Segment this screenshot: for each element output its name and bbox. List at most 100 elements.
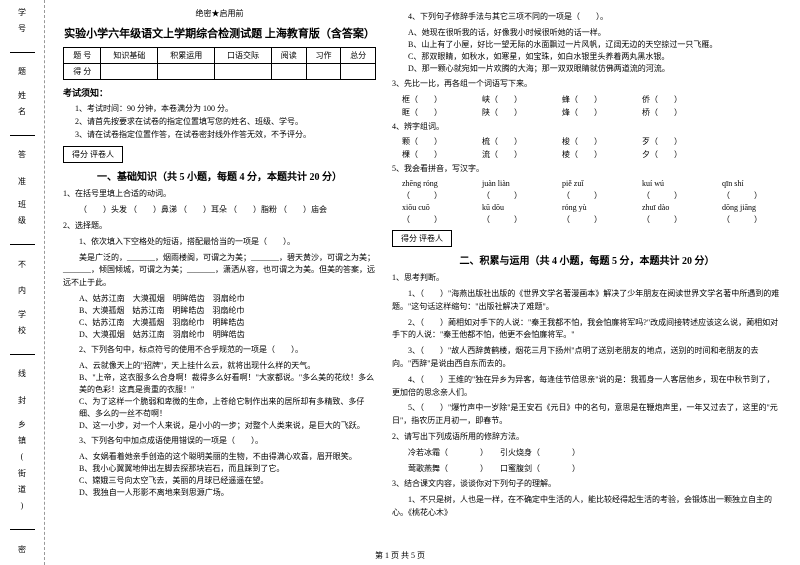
pair: 颗（ ）	[402, 136, 462, 147]
pair: 蜂（ ）	[562, 94, 622, 105]
q7-1: 1、（ ）"海燕出版社出版的《世界文学名著漫画本》解决了少年朋友在阅读世界文学名…	[392, 288, 782, 314]
section-title-2: 二、积累与运用（共 4 小题，每题 5 分，本题共计 20 分）	[392, 252, 782, 267]
binding-label-1: 姓名	[17, 91, 28, 123]
side-label-4: 内	[18, 285, 26, 296]
opt: A、云就像天上的"招牌"，天上挂什么云，就将出现什么样的天气。	[79, 360, 376, 372]
py: juàn liàn	[482, 179, 542, 188]
q4-row2: 眶（ ） 陕（ ） 烽（ ） 桥（ ）	[392, 107, 782, 118]
q6-row2: （ ） （ ） （ ） （ ） （ ）	[392, 190, 782, 201]
q8-stem: 2、请写出下列成语所用的修辞方法。	[392, 431, 782, 444]
q7-5: 5、（ ）"爆竹声中一岁除"是王安石《元日》中的名句，意思是在鞭炮声里，一年又过…	[392, 402, 782, 428]
opt: A、女娲看着她亲手创造的这个聪明美丽的生物，不由得满心欢喜，眉开眼笑。	[79, 451, 376, 463]
td-5[interactable]	[306, 64, 341, 80]
blank[interactable]: （ ）	[402, 214, 462, 225]
blank[interactable]: （ ）	[482, 190, 542, 201]
td-2[interactable]	[158, 64, 215, 80]
opt: D、大漠孤烟 姑苏江南 羽扇纶巾 明眸皓齿	[79, 329, 376, 341]
blank[interactable]: （ ）	[642, 214, 702, 225]
q5-stem: 4、辨字组词。	[392, 121, 782, 134]
section-bar-1: 得分 评卷人	[63, 146, 376, 163]
th-3: 口语交际	[215, 48, 272, 64]
opt: A、她现在很听我的话，好像我小时候很听她的话一样。	[408, 27, 782, 39]
q4-stem: 3、先比一比，再各组一个词语写下来。	[392, 78, 782, 91]
blank[interactable]: （ ）	[402, 190, 462, 201]
py: xiōu cuō	[402, 203, 462, 212]
score-table: 题 号 知识基础 积累运用 口语交际 阅读 习作 总分 得 分	[63, 47, 376, 80]
binding-line	[10, 135, 35, 136]
q2-opts: A、姑苏江南 大漠孤烟 明眸皓齿 羽扇纶巾 B、大漠孤烟 姑苏江南 明眸皓齿 羽…	[63, 293, 376, 341]
pair: 棵（ ）	[402, 149, 462, 160]
opt: D、这一小步，对一个人来说，是小小的一步；对整个人类来说，是巨大的飞跃。	[79, 420, 376, 432]
q1-blanks: （ ）头发 （ ）鼻涕 （ ）耳朵 （ ）脂粉 （ ）庙会	[63, 204, 376, 217]
q2-stem: 2、选择题。	[63, 220, 376, 233]
notice-item: 1、考试时间：90 分钟，本卷满分为 100 分。	[75, 103, 376, 116]
py: dōng jiāng	[722, 203, 782, 212]
header-meta: 绝密★启用前	[63, 8, 376, 19]
py: zhuī dào	[642, 203, 702, 212]
q9-stem: 3、结合课文内容，谈谈你对下列句子的理解。	[392, 478, 782, 491]
side-label-3: 不	[18, 259, 26, 270]
td-1[interactable]	[101, 64, 158, 80]
table-row: 题 号 知识基础 积累运用 口语交际 阅读 习作 总分	[64, 48, 376, 64]
blank[interactable]: （ ）	[642, 190, 702, 201]
th-5: 习作	[306, 48, 341, 64]
blank-item: （ ）庙会	[279, 205, 327, 214]
q2-opts3: A、女娲看着她亲手创造的这个聪明美丽的生物，不由得满心欢喜，眉开眼笑。 B、我小…	[63, 451, 376, 499]
q9-text: 1、不只是树，人也是一样，在不确定中生活的人，能比较经得起生活的考验，会锻炼出一…	[392, 494, 782, 520]
opt: D、我独自一人形影不离地来到思源广场。	[79, 487, 376, 499]
opt: B、我小心翼翼地伸出左脚去探那块岩石，而且踩到了它。	[79, 463, 376, 475]
py: kuí wú	[642, 179, 702, 188]
side-label-2: 准	[18, 176, 26, 187]
q8-2: 莺歌燕舞（ ） 口蜜腹剑（ ）	[392, 463, 782, 476]
q7-2: 2、（ ）蔺相如对手下的人说："秦王我都不怕，我会怕廉将军吗?"改成间接转述应该…	[392, 317, 782, 343]
pair: 桥（ ）	[642, 107, 702, 118]
opt: B、大漠孤烟 姑苏江南 明眸皓齿 羽扇纶巾	[79, 305, 376, 317]
q7-stem: 1、思考判断。	[392, 272, 782, 285]
binding-strip: 学号 题 姓名 答 准 班级 不 内 学校 线 封 乡镇(街道) 密	[0, 0, 45, 565]
td-0: 得 分	[64, 64, 101, 80]
q7-4: 4、（ ）王维的"独在异乡为异客，每逢佳节倍思亲"说的是：我孤身一人客居他乡，现…	[392, 374, 782, 400]
section-bar-2: 得分 评卷人	[392, 230, 782, 247]
exam-title: 实验小学六年级语文上学期综合检测试题 上海教育版（含答案）	[63, 25, 376, 41]
pair: 流（ ）	[482, 149, 542, 160]
py: piě zuǐ	[562, 179, 622, 188]
q6-row4: （ ） （ ） （ ） （ ） （ ）	[392, 214, 782, 225]
td-6[interactable]	[341, 64, 376, 80]
blank[interactable]: （ ）	[562, 214, 622, 225]
blank[interactable]: （ ）	[482, 214, 542, 225]
q8-1: 冷若冰霜（ ） 引火烧身（ ）	[392, 447, 782, 460]
q2-sub1: 1、依次填入下空格处的短语，搭配最恰当的一项是（ ）。	[63, 236, 376, 249]
q6-row3: xiōu cuō kū dōu róng yù zhuī dào dōng ji…	[392, 203, 782, 212]
blank[interactable]: （ ）	[722, 190, 782, 201]
binding-line	[10, 354, 35, 355]
q6-row1: zhēng róng juàn liàn piě zuǐ kuí wú qīn …	[392, 179, 782, 188]
td-3[interactable]	[215, 64, 272, 80]
q3-opts4: A、她现在很听我的话，好像我小时候很听她的话一样。 B、山上有了小屋，好比一望无…	[392, 27, 782, 75]
opt: C、姑苏江南 大漠孤烟 羽扇纶巾 明眸皓齿	[79, 317, 376, 329]
opt: C、为了这样一个脆弱和卑微的生命，上苍给它制作出来的居所却有多精致、多仔细、多么…	[79, 396, 376, 420]
pair: 眶（ ）	[402, 107, 462, 118]
td-4[interactable]	[271, 64, 306, 80]
q4-row1: 框（ ） 峡（ ） 蜂（ ） 侨（ ）	[392, 94, 782, 105]
side-label-1: 答	[18, 149, 26, 160]
q2-sub3: 3、下列各句中加点成语使用错误的一项是（ ）。	[63, 435, 376, 448]
pair: 峡（ ）	[482, 94, 542, 105]
binding-line	[10, 529, 35, 530]
left-column: 绝密★启用前 实验小学六年级语文上学期综合检测试题 上海教育版（含答案） 题 号…	[55, 8, 384, 557]
page-footer: 第 1 页 共 5 页	[375, 550, 425, 561]
notice-list: 1、考试时间：90 分钟，本卷满分为 100 分。 2、请首先按要求在试卷的指定…	[63, 103, 376, 141]
score-box: 得分 评卷人	[392, 230, 452, 247]
side-label-5: 线	[18, 368, 26, 379]
side-label-7: 密	[18, 544, 26, 555]
q2-text: 美是广泛的，_______，烟雨楼阁，可谓之为美；_______，碧天黄沙，可谓…	[63, 252, 376, 290]
q6-stem: 5、我会看拼音，写汉字。	[392, 163, 782, 176]
blank[interactable]: （ ）	[562, 190, 622, 201]
opt: B、山上有了小屋，好比一望无际的水面飘过一片风帆，辽阔无边的天空掠过一只飞雁。	[408, 39, 782, 51]
pair: 歹（ ）	[642, 136, 702, 147]
binding-label-2: 班级	[17, 200, 28, 232]
blank[interactable]: （ ）	[722, 214, 782, 225]
content-area: 绝密★启用前 实验小学六年级语文上学期综合检测试题 上海教育版（含答案） 题 号…	[45, 0, 800, 565]
pair: 棱（ ）	[562, 149, 622, 160]
pair: 烽（ ）	[562, 107, 622, 118]
q3-sub4: 4、下列句子修辞手法与其它三项不同的一项是（ ）。	[392, 11, 782, 24]
